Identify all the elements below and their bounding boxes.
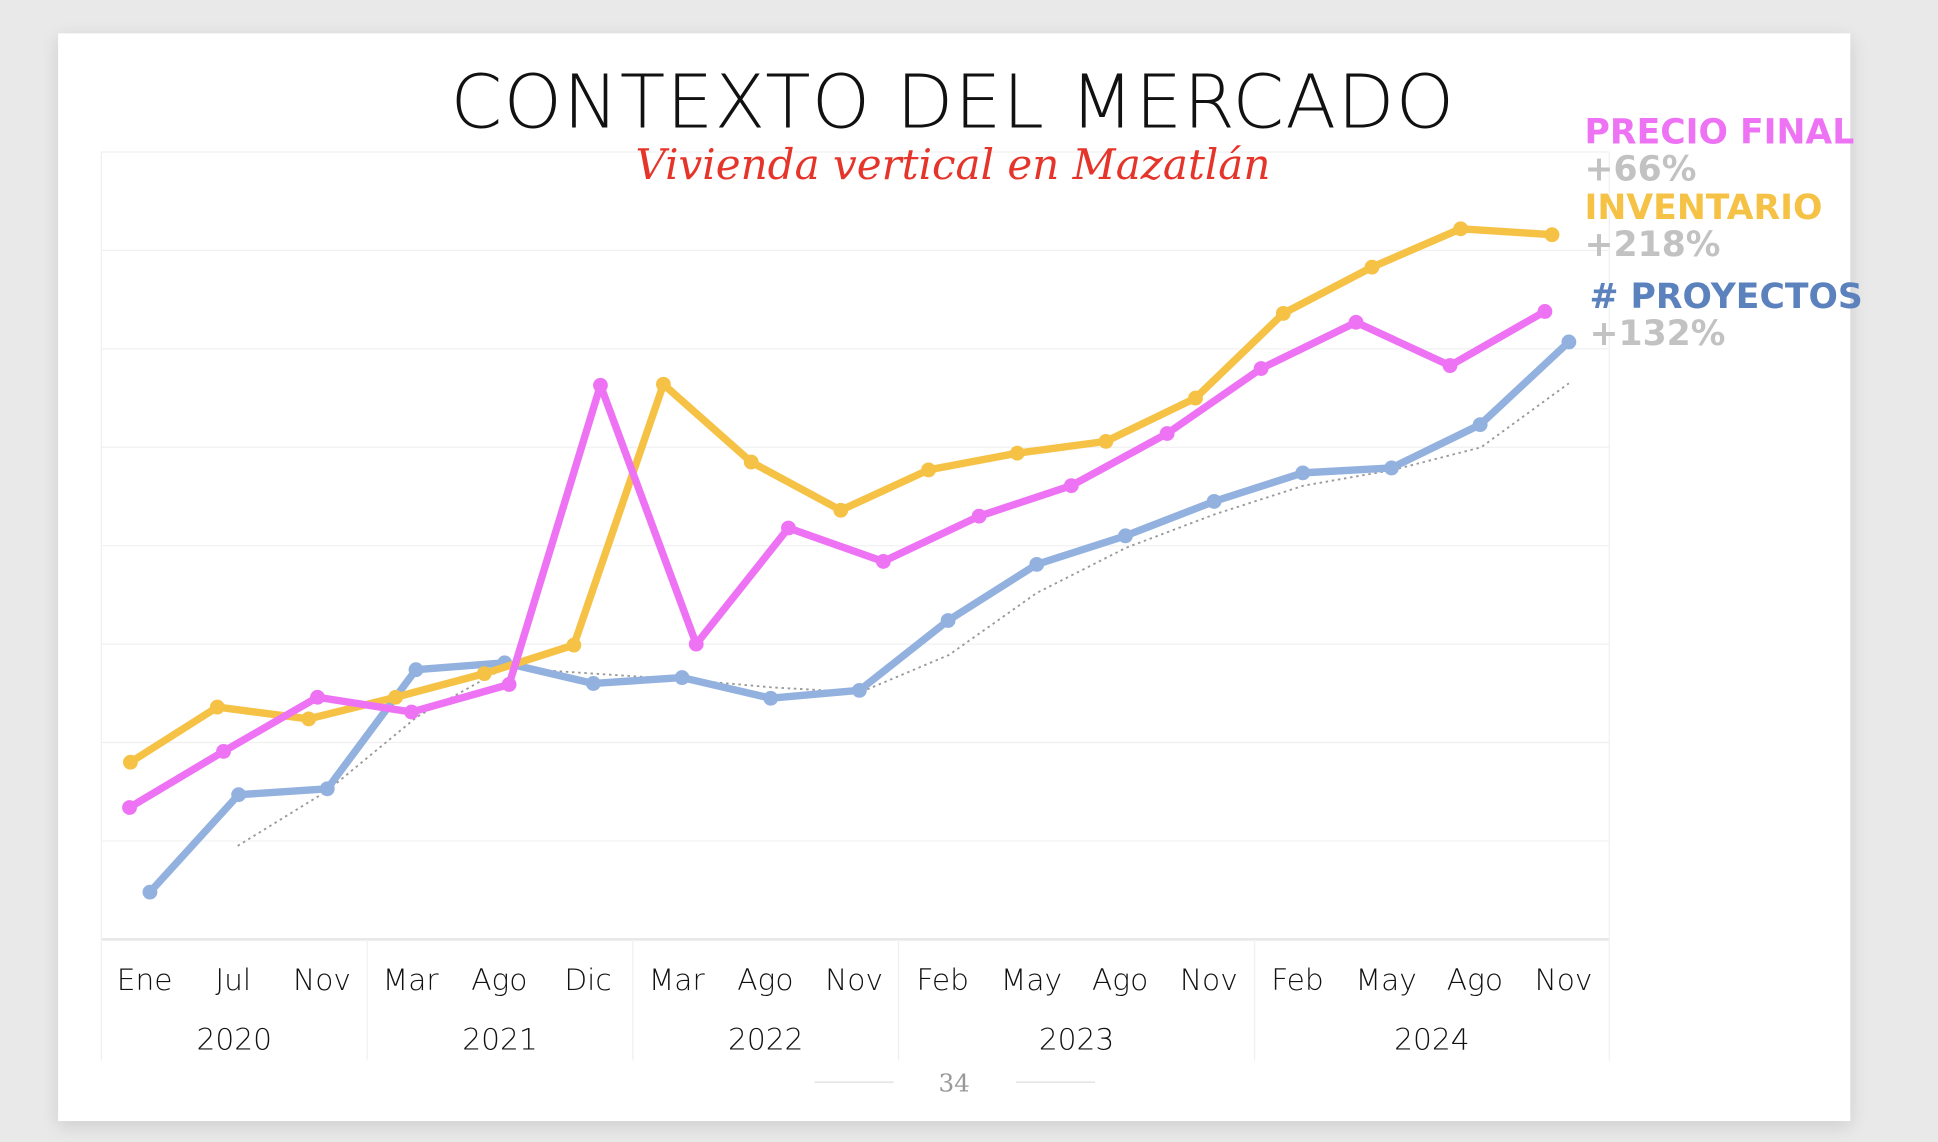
x-year-label: 2021 xyxy=(462,1021,537,1056)
page-number: 34 xyxy=(938,1067,970,1098)
data-point-proyectos xyxy=(1206,493,1222,509)
x-tick-label: Ago xyxy=(1092,962,1148,997)
data-point-precio-final xyxy=(1537,304,1553,319)
x-tick-label: May xyxy=(1001,962,1062,997)
x-tick-label: Mar xyxy=(649,962,706,997)
series-line-inventario xyxy=(126,225,1556,766)
data-point-inventario xyxy=(743,454,759,470)
data-point-inventario xyxy=(476,666,492,682)
data-point-proyectos xyxy=(142,884,158,900)
data-point-inventario xyxy=(655,376,671,392)
data-point-precio-final xyxy=(1063,478,1079,494)
data-point-inventario xyxy=(301,711,317,727)
data-point-proyectos xyxy=(674,670,690,685)
series-line-precio-final xyxy=(125,307,1549,812)
data-point-proyectos xyxy=(851,682,867,698)
x-year-label: 2022 xyxy=(728,1021,803,1056)
data-point-precio-final xyxy=(404,704,419,720)
legend-label: # PROYECTOS xyxy=(1589,275,1863,317)
legend-label: PRECIO FINAL xyxy=(1584,111,1855,153)
legend-label: INVENTARIO xyxy=(1584,186,1823,228)
data-point-inventario xyxy=(1009,445,1025,461)
legend-change: +132% xyxy=(1589,312,1726,354)
data-point-inventario xyxy=(1275,306,1291,321)
data-point-inventario xyxy=(921,462,936,478)
data-point-precio-final xyxy=(122,800,137,815)
data-point-proyectos xyxy=(1029,556,1045,572)
x-year-label: 2020 xyxy=(196,1021,271,1056)
page-title: CONTEXTO DEL MERCADO xyxy=(450,59,1456,146)
data-point-proyectos xyxy=(585,676,601,691)
x-tick-label: Nov xyxy=(293,962,351,997)
data-point-inventario xyxy=(1453,221,1469,237)
data-point-inventario xyxy=(833,502,849,518)
data-point-proyectos xyxy=(1472,417,1488,433)
data-point-inventario xyxy=(1364,259,1380,275)
page-subtitle: Vivienda vertical en Mazatlán xyxy=(635,140,1271,191)
x-tick-label: Ago xyxy=(471,962,527,997)
data-point-inventario xyxy=(1188,390,1203,406)
data-point-precio-final xyxy=(216,743,231,759)
legend-precio-final: PRECIO FINAL +66% xyxy=(1584,111,1855,190)
x-tick-label: Jul xyxy=(215,962,251,997)
data-point-precio-final xyxy=(1253,361,1269,376)
x-tick-label: Nov xyxy=(825,962,883,997)
x-tick-label: Ene xyxy=(117,962,173,997)
data-point-proyectos xyxy=(1384,460,1399,476)
legend-proyectos: # PROYECTOS +132% xyxy=(1589,275,1863,354)
data-point-precio-final xyxy=(781,520,796,536)
series-line-proyectos-tendencia xyxy=(237,382,1570,847)
x-tick-label: May xyxy=(1356,962,1417,997)
data-point-proyectos xyxy=(1118,528,1133,544)
data-point-precio-final xyxy=(593,377,608,393)
data-point-precio-final xyxy=(1348,314,1364,330)
legend-change: +218% xyxy=(1584,223,1721,265)
x-tick-label: Ago xyxy=(1447,962,1503,997)
legend-change: +66% xyxy=(1584,148,1697,190)
series-line-proyectos xyxy=(146,338,1573,896)
x-tick-label: Mar xyxy=(383,962,440,997)
x-tick-label: Ago xyxy=(737,962,793,997)
data-point-proyectos xyxy=(408,662,424,678)
data-point-inventario xyxy=(1098,433,1114,449)
data-point-inventario xyxy=(209,699,225,715)
data-point-precio-final xyxy=(501,677,517,692)
x-tick-label: Feb xyxy=(917,962,970,997)
x-tick-label: Dic xyxy=(564,962,611,997)
page-number-rule xyxy=(814,1081,894,1083)
data-point-inventario xyxy=(388,689,404,705)
x-year-label: 2024 xyxy=(1394,1021,1469,1056)
data-point-proyectos xyxy=(1295,465,1311,481)
data-point-precio-final xyxy=(875,554,891,569)
data-point-proyectos xyxy=(763,690,779,706)
data-point-precio-final xyxy=(688,636,704,652)
data-point-precio-final xyxy=(310,689,325,705)
data-point-inventario xyxy=(566,637,582,653)
data-point-proyectos xyxy=(1561,334,1577,350)
data-point-precio-final xyxy=(1442,358,1458,374)
data-point-precio-final xyxy=(1159,426,1175,441)
data-point-proyectos xyxy=(319,781,335,797)
x-tick-label: Nov xyxy=(1180,962,1238,997)
data-point-precio-final xyxy=(971,508,987,524)
x-tick-label: Nov xyxy=(1535,962,1593,997)
x-tick-label: Feb xyxy=(1271,962,1324,997)
data-point-inventario xyxy=(1544,227,1560,243)
page-number-rule xyxy=(1015,1081,1096,1083)
data-point-inventario xyxy=(123,754,138,770)
data-point-proyectos xyxy=(940,613,956,628)
legend-inventario: INVENTARIO +218% xyxy=(1584,186,1823,265)
data-point-proyectos xyxy=(231,787,247,803)
x-year-label: 2023 xyxy=(1039,1021,1114,1056)
